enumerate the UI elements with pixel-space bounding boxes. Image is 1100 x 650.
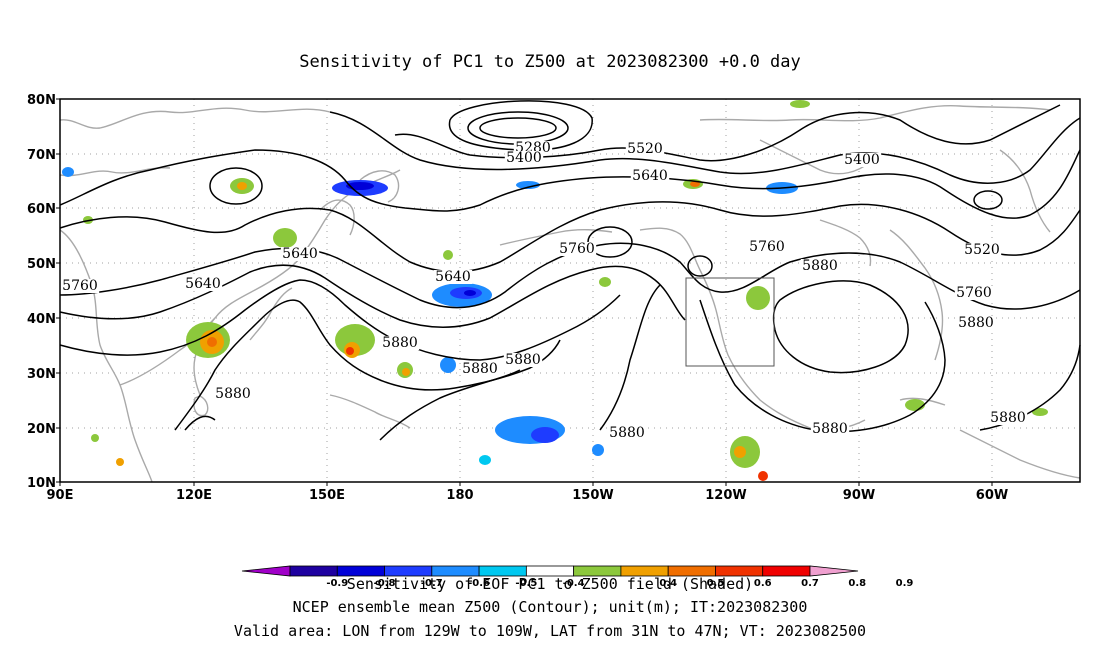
contour-label-bg (460, 362, 500, 376)
contour-label: 5880 (609, 425, 645, 441)
contour-label: 5640 (282, 246, 318, 262)
contour-label: 5640 (435, 269, 471, 285)
contour-label: 5400 (506, 150, 542, 166)
colorbar-tick-label: 0.7 (801, 578, 819, 589)
colorbar-tick-label: -0.5 (515, 578, 537, 589)
contour-label: 5880 (812, 421, 848, 437)
lat-label: 80N (27, 93, 56, 108)
colorbar-low-arrow (241, 565, 291, 577)
colorbar-segment (289, 565, 338, 577)
colorbar: -0.9 -0.8 -0.7 -0.6 -0.5 -0.4 0.4 0.5 0.6 0.7 0.8 0… (241, 565, 914, 589)
contour-label: 5520 (627, 141, 663, 157)
lon-label: 150W (572, 488, 613, 503)
lat-label: 30N (27, 367, 56, 382)
contour-label-bg (213, 387, 253, 401)
lon-label: 120E (176, 488, 212, 503)
contour-label-bg (956, 316, 996, 330)
contour-label: 5880 (958, 315, 994, 331)
contour-label-bg (800, 259, 840, 273)
contour-label: 5760 (559, 241, 595, 257)
contour-label: 5400 (844, 152, 880, 168)
colorbar-tick-label: 0.5 (707, 578, 725, 589)
footer-contour-caption: NCEP ensemble mean Z500 (Contour); unit(… (293, 598, 808, 616)
sensitivity-shading (62, 100, 1048, 481)
contour-label: 5880 (505, 352, 541, 368)
contour-label: 5880 (990, 410, 1026, 426)
longitude-axis-labels: 90E 120E 150E 180 150W 120W 90W 60W (47, 482, 1008, 503)
lon-label: 180 (446, 488, 473, 503)
lon-label: 150E (309, 488, 345, 503)
contour-label-bg (380, 336, 420, 350)
contour-label: 5880 (382, 335, 418, 351)
contour-label: 5640 (185, 276, 221, 292)
contour-label-bg (954, 286, 994, 300)
lat-label: 20N (27, 422, 56, 437)
contour-label: 5880 (215, 386, 251, 402)
contour-label-bg (557, 242, 597, 256)
contour-label: 5880 (802, 258, 838, 274)
contour-label-bg (625, 142, 665, 156)
contour-label: 5880 (462, 361, 498, 377)
contour-label: 5760 (956, 285, 992, 301)
latitude-axis-labels: 80N 70N 60N 50N 40N 30N 20N 10N (27, 93, 60, 491)
colorbar-tick-label: 0.6 (754, 578, 772, 589)
footer-valid-area-caption: Valid area: LON from 129W to 109W, LAT f… (234, 622, 866, 640)
lon-label: 60W (976, 488, 1008, 503)
colorbar-tick-label: 0.8 (848, 578, 866, 589)
colorbar-high-arrow (809, 565, 859, 577)
colorbar-tick-label: 0.4 (659, 578, 677, 589)
lat-label: 60N (27, 202, 56, 217)
colorbar-tick-label: -0.7 (421, 578, 443, 589)
lon-label: 90W (843, 488, 875, 503)
contour-label-bg (962, 243, 1002, 257)
contour-label-bg (60, 279, 100, 293)
colorbar-tick-label: -0.9 (326, 578, 348, 589)
contour-label-bg (503, 353, 543, 367)
contour-label-bg (504, 151, 544, 165)
colorbar-tick-label: 0.9 (896, 578, 914, 589)
contour-label: 5760 (749, 239, 785, 255)
contour-label-bg (607, 426, 647, 440)
colorbar-tick-label: -0.8 (374, 578, 396, 589)
contour-label: 5760 (62, 278, 98, 294)
contour-label-bg (810, 422, 850, 436)
lat-label: 10N (27, 476, 56, 491)
figure-title: Sensitivity of PC1 to Z500 at 2023082300… (299, 52, 801, 72)
z500-contours (59, 100, 1081, 441)
lat-label: 40N (27, 312, 56, 327)
colorbar-tick-label: -0.6 (468, 578, 490, 589)
footer-shading-caption: Sensitivity of EOF PC1 to Z500 field (Sh… (347, 575, 753, 593)
contour-label-bg (747, 240, 787, 254)
contour-label-bg (433, 270, 473, 284)
contour-label: 5640 (632, 168, 668, 184)
contour-label: 5520 (964, 242, 1000, 258)
contour-label-bg (630, 169, 670, 183)
lat-label: 70N (27, 148, 56, 163)
colorbar-segment (762, 565, 811, 577)
valid-area-box (685, 277, 775, 367)
colorbar-tick-label: -0.4 (563, 578, 585, 589)
contour-label-bg (280, 247, 320, 261)
contour-label-bg (988, 411, 1028, 425)
lon-label: 90E (47, 488, 74, 503)
contour-label-bg (183, 277, 223, 291)
lon-label: 120W (705, 488, 746, 503)
lat-label: 50N (27, 257, 56, 272)
contour-label-bg (842, 153, 882, 167)
